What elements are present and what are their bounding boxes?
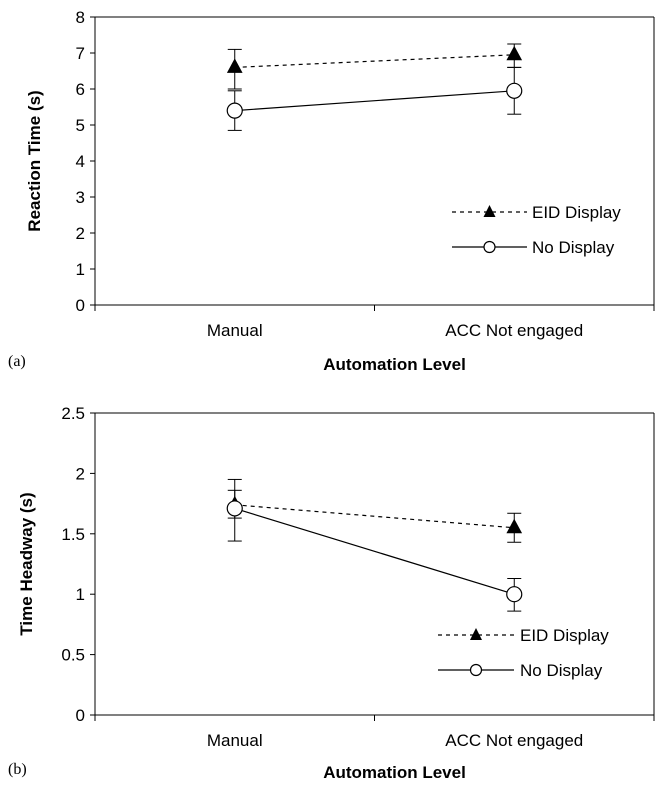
- data-point-triangle: [506, 45, 523, 61]
- y-tick-label: 2.5: [61, 404, 85, 423]
- legend-label: No Display: [532, 238, 615, 257]
- series-line-2: [234, 507, 515, 595]
- panel-label: (b): [8, 761, 27, 778]
- legend-marker-circle: [483, 240, 496, 254]
- y-tick-label: 4: [76, 152, 85, 171]
- y-tick-label: 0: [76, 296, 85, 315]
- y-tick-label: 5: [76, 116, 85, 135]
- y-tick-label: 7: [76, 44, 85, 63]
- data-point-circle: [506, 82, 523, 99]
- y-tick-label: 6: [76, 80, 85, 99]
- y-tick-label: 1.5: [61, 525, 85, 544]
- data-point-circle: [226, 102, 243, 119]
- series-line-1: [234, 54, 515, 68]
- x-axis-title: Automation Level: [323, 763, 466, 782]
- y-axis-title: Reaction Time (s): [25, 90, 44, 231]
- data-point-triangle: [226, 58, 243, 73]
- y-tick-label: 0.5: [61, 646, 85, 665]
- x-tick-label: ACC Not engaged: [445, 321, 583, 340]
- y-tick-label: 2: [76, 224, 85, 243]
- data-point-triangle: [506, 518, 523, 534]
- y-tick-label: 1: [76, 260, 85, 279]
- x-tick-label: Manual: [207, 731, 263, 750]
- legend-marker-triangle: [483, 205, 496, 217]
- y-tick-label: 8: [76, 8, 85, 27]
- y-tick-label: 2: [76, 464, 85, 483]
- legend-marker-circle: [469, 663, 483, 677]
- chart-panel-1: 0 1 2 3 4 5 6 7 8 Manual ACC Not engaged Reaction T…: [8, 8, 655, 374]
- legend: EID Display No Display: [438, 626, 609, 680]
- chart-panel-2: 0 0.5 1 1.5 2 2.5 Manual ACC Not engaged Time He…: [8, 404, 655, 782]
- y-tick-label: 3: [76, 188, 85, 207]
- y-tick-label: 1: [76, 585, 85, 604]
- legend-label: EID Display: [532, 203, 621, 222]
- series-line-2: [234, 90, 515, 112]
- legend-label: No Display: [520, 661, 603, 680]
- x-tick-label: Manual: [207, 321, 263, 340]
- legend-marker-triangle: [470, 628, 482, 640]
- y-axis-title: Time Headway (s): [17, 492, 36, 635]
- data-point-circle: [506, 586, 523, 603]
- series-line-1: [234, 504, 515, 529]
- x-tick-label: ACC Not engaged: [445, 731, 583, 750]
- data-point-circle: [226, 500, 243, 517]
- panel-label: (a): [8, 353, 26, 370]
- legend-label: EID Display: [520, 626, 609, 645]
- x-axis-title: Automation Level: [323, 355, 466, 374]
- legend: EID Display No Display: [452, 203, 621, 257]
- y-tick-label: 0: [76, 706, 85, 725]
